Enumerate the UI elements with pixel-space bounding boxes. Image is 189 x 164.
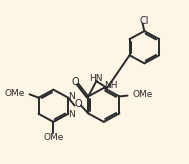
- Text: OMe: OMe: [132, 90, 152, 99]
- Text: N: N: [68, 92, 75, 101]
- Text: O: O: [71, 77, 79, 87]
- Text: OMe: OMe: [5, 89, 25, 98]
- Text: Cl: Cl: [139, 16, 149, 26]
- Text: HN: HN: [89, 74, 102, 83]
- Text: NH: NH: [104, 81, 117, 90]
- Text: OMe: OMe: [43, 133, 64, 142]
- Text: N: N: [68, 110, 75, 119]
- Text: O: O: [74, 99, 82, 109]
